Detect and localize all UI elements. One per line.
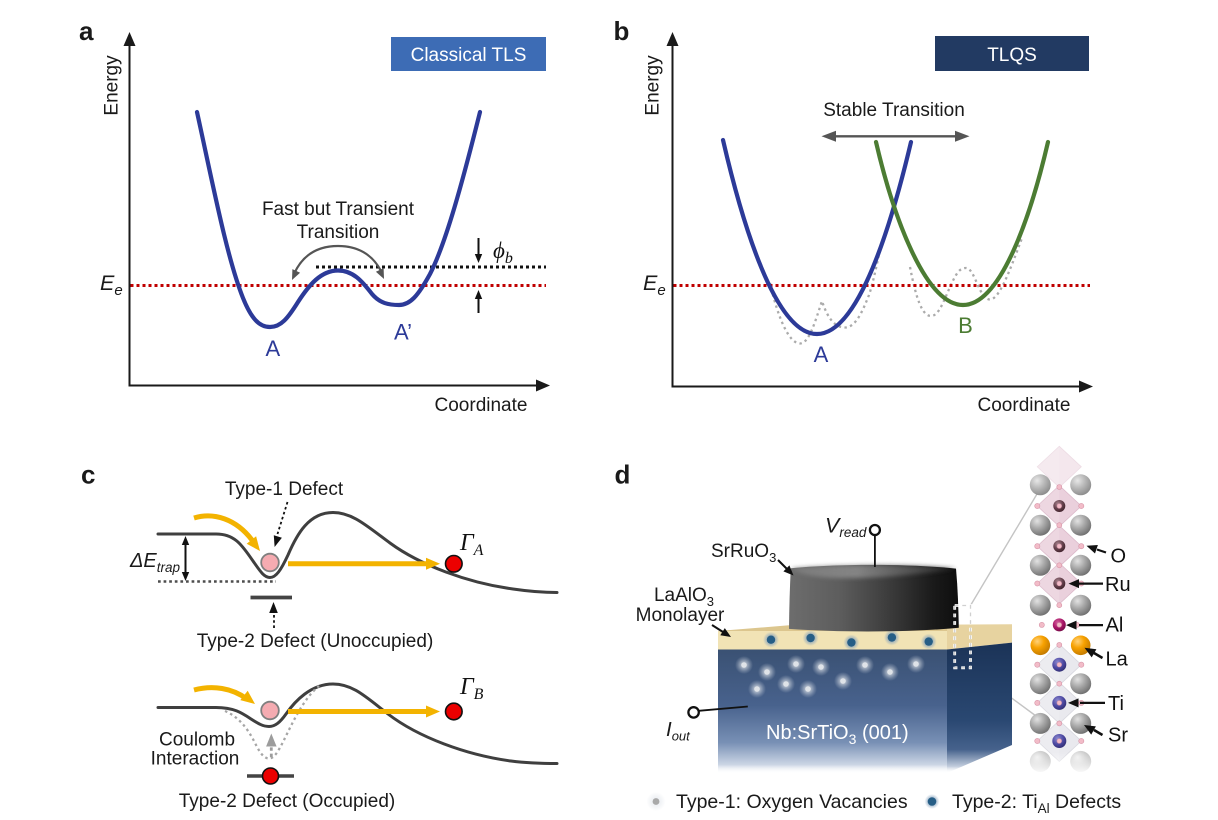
svg-text:O: O — [1111, 546, 1127, 568]
svg-text:B: B — [958, 313, 973, 338]
svg-text:Transition: Transition — [297, 222, 380, 243]
svg-text:Energy: Energy — [643, 55, 664, 116]
svg-text:Type-2 Defect (Unoccupied): Type-2 Defect (Unoccupied) — [197, 631, 434, 652]
svg-text:A’: A’ — [394, 320, 412, 345]
svg-text:Fast but Transient: Fast but Transient — [262, 199, 415, 220]
svg-text:La: La — [1106, 649, 1129, 671]
svg-text:Stable Transition: Stable Transition — [823, 100, 965, 121]
svg-text:Nb:SrTiO3 (001): Nb:SrTiO3 (001) — [766, 722, 909, 747]
svg-text:Sr: Sr — [1108, 725, 1128, 747]
svg-text:a: a — [79, 16, 94, 46]
svg-text:Coordinate: Coordinate — [435, 395, 528, 416]
svg-text:Classical TLS: Classical TLS — [411, 45, 527, 66]
svg-text:Type-1 Defect: Type-1 Defect — [225, 479, 344, 500]
svg-text:Type-1: Oxygen Vacancies: Type-1: Oxygen Vacancies — [676, 791, 908, 813]
svg-text:TLQS: TLQS — [987, 45, 1037, 66]
svg-text:Interaction: Interaction — [151, 749, 240, 770]
svg-text:Energy: Energy — [102, 55, 123, 116]
svg-text:LaAlO3: LaAlO3 — [654, 585, 714, 609]
svg-text:Al: Al — [1106, 615, 1124, 637]
svg-text:Coordinate: Coordinate — [978, 395, 1071, 416]
svg-text:SrRuO3: SrRuO3 — [711, 541, 776, 565]
svg-text:d: d — [615, 460, 631, 490]
svg-text:b: b — [614, 16, 630, 46]
svg-text:Type-2 Defect (Occupied): Type-2 Defect (Occupied) — [179, 791, 395, 812]
svg-text:A: A — [265, 336, 280, 361]
svg-text:ΔEtrap: ΔEtrap — [129, 550, 181, 575]
svg-text:A: A — [814, 342, 829, 367]
svg-text:Ti: Ti — [1108, 693, 1124, 715]
svg-text:Monolayer: Monolayer — [636, 605, 725, 626]
svg-text:Ru: Ru — [1105, 574, 1131, 596]
svg-text:Coulomb: Coulomb — [159, 730, 235, 751]
svg-text:c: c — [81, 460, 95, 490]
svg-text:Type-2: TiAl Defects: Type-2: TiAl Defects — [952, 791, 1121, 815]
